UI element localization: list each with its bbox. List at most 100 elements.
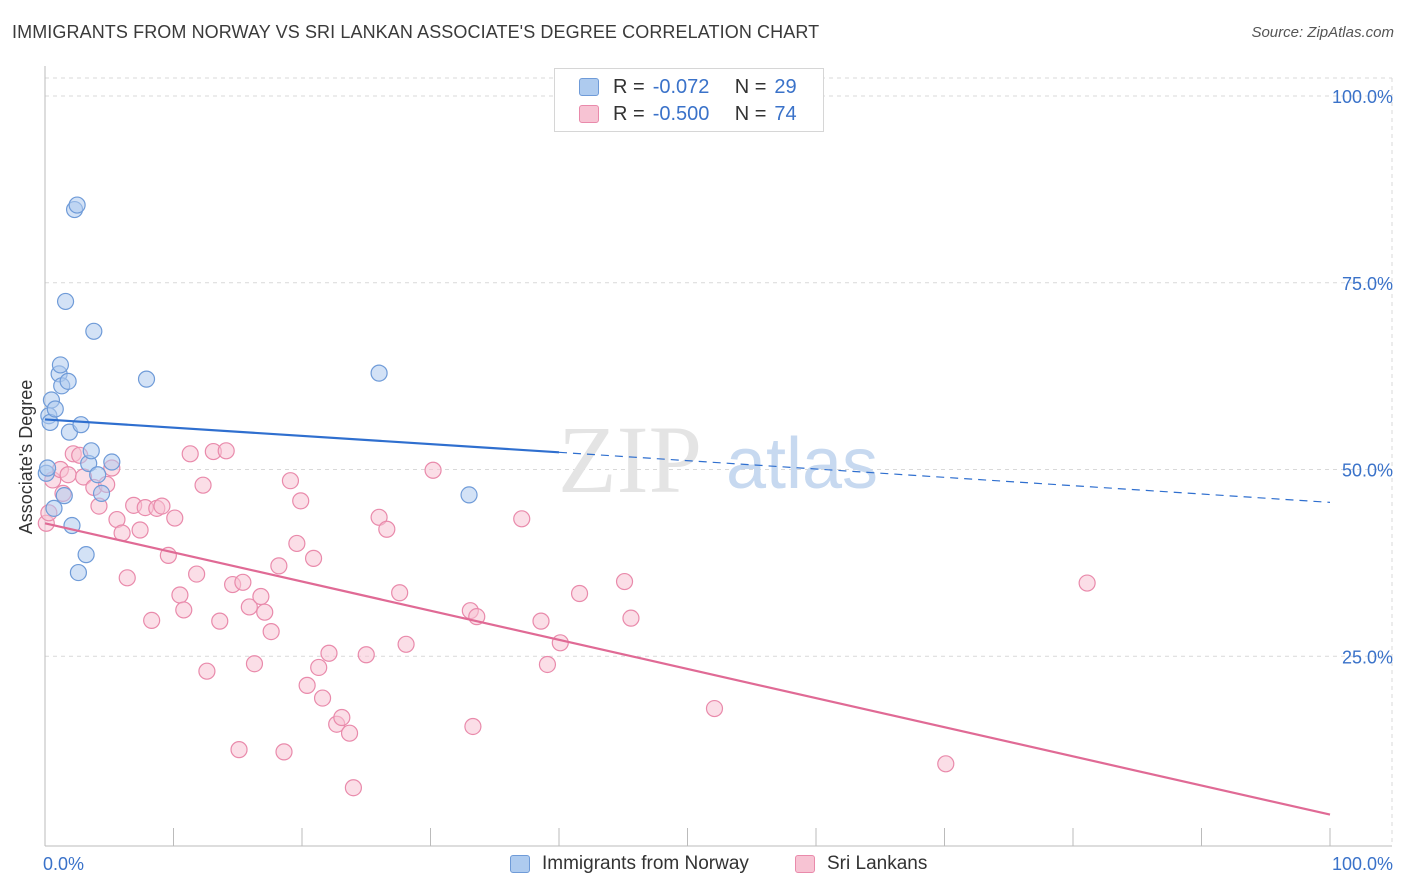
srilanka-point <box>304 549 323 567</box>
x-tick-label: 0.0% <box>43 854 84 874</box>
srilanka-point <box>252 587 270 606</box>
srilanka-point <box>464 717 482 736</box>
srilanka-point <box>513 510 531 528</box>
srilanka-point <box>270 557 288 575</box>
norway-points <box>37 196 478 582</box>
norway-point <box>59 372 77 390</box>
norway-swatch <box>510 855 530 873</box>
watermark: ZIP atlas <box>558 406 878 513</box>
chart-source: Source: ZipAtlas.com <box>1251 24 1394 41</box>
legend-n-value: 74 <box>774 102 797 125</box>
grid-lines <box>45 77 1393 846</box>
legend-label-srilanka: Sri Lankans <box>827 853 928 874</box>
legend-row-norway: R = -0.072 N = 29 <box>579 75 797 99</box>
y-tick-label: 100.0% <box>1332 87 1393 107</box>
legend-label-norway: Immigrants from Norway <box>542 853 749 874</box>
srilanka-point <box>705 699 724 718</box>
norway-point <box>77 546 95 564</box>
srilanka-point <box>288 534 306 553</box>
y-axis-label: Associate's Degree <box>16 380 36 535</box>
norway-trend-line <box>44 418 560 454</box>
norway-point <box>85 322 103 340</box>
norway-point <box>55 487 73 505</box>
srilanka-swatch <box>579 105 599 123</box>
srilanka-point <box>320 644 338 662</box>
srilanka-point <box>622 609 640 627</box>
srilanka-point <box>234 573 252 591</box>
srilanka-point <box>281 472 300 490</box>
srilanka-point <box>256 603 274 621</box>
watermark-zip: ZIP <box>558 406 702 513</box>
srilanka-point <box>59 466 77 484</box>
norway-point <box>72 416 90 434</box>
legend-n-label: N = <box>734 102 767 125</box>
correlation-legend: R = -0.072 N = 29 R = -0.500 N = 74 <box>554 68 824 132</box>
srilanka-point <box>230 741 248 759</box>
srilanka-point <box>551 634 569 652</box>
srilanka-point <box>937 755 955 773</box>
srilanka-point <box>344 779 362 797</box>
srilanka-point <box>211 612 229 630</box>
legend-item-norway: Immigrants from Norway <box>510 851 749 877</box>
srilanka-point <box>340 724 359 742</box>
srilanka-point <box>275 743 293 761</box>
norway-point <box>89 466 107 484</box>
norway-point <box>370 364 388 382</box>
srilanka-point <box>370 508 388 526</box>
srilanka-point <box>570 584 589 603</box>
srilanka-point <box>538 655 557 674</box>
srilanka-point <box>118 569 136 587</box>
chart-title: IMMIGRANTS FROM NORWAY VS SRI LANKAN ASS… <box>12 22 820 42</box>
norway-point <box>46 400 64 418</box>
norway-swatch <box>579 78 599 96</box>
srilanka-point <box>313 689 332 707</box>
norway-point <box>82 442 100 460</box>
legend-r-value: -0.072 <box>652 75 710 98</box>
y-tick-label: 25.0% <box>1342 647 1393 667</box>
srilanka-point <box>397 635 415 653</box>
norway-point <box>92 484 111 503</box>
srilanka-point <box>424 461 442 479</box>
norway-point <box>137 370 156 388</box>
srilanka-point <box>171 586 189 604</box>
srilanka-trend-line <box>44 522 1331 816</box>
srilanka-point <box>310 658 328 677</box>
srilanka-points <box>37 442 1096 797</box>
norway-point <box>103 453 121 471</box>
norway-point <box>38 459 57 477</box>
legend-r-value: -0.500 <box>652 102 710 125</box>
srilanka-point <box>181 445 199 463</box>
srilanka-point <box>532 612 550 630</box>
legend-item-srilanka: Sri Lankans <box>795 851 927 877</box>
srilanka-point <box>298 676 316 694</box>
legend-n-value: 29 <box>774 75 797 98</box>
srilanka-point <box>131 521 149 539</box>
srilanka-point <box>378 520 396 538</box>
srilanka-point <box>1078 574 1096 592</box>
srilanka-point <box>240 598 258 616</box>
norway-point <box>51 356 70 374</box>
watermark-atlas: atlas <box>726 424 878 504</box>
srilanka-point <box>292 492 310 510</box>
norway-point <box>69 563 88 582</box>
srilanka-point <box>391 584 409 602</box>
srilanka-point <box>333 708 351 727</box>
legend-r-label: R = <box>613 75 645 98</box>
srilanka-point <box>194 476 212 494</box>
srilanka-point <box>143 611 161 629</box>
srilanka-point <box>153 497 171 515</box>
srilanka-point <box>615 572 634 591</box>
srilanka-point <box>175 601 193 619</box>
y-tick-label: 50.0% <box>1342 461 1393 481</box>
srilanka-point <box>188 565 206 583</box>
norway-point <box>460 486 478 504</box>
trend-lines <box>44 418 1331 816</box>
legend-n-label: N = <box>734 75 767 98</box>
srilanka-point <box>357 646 375 664</box>
legend-r-label: R = <box>613 102 645 125</box>
norway-trend-extension <box>558 451 1331 503</box>
norway-point <box>45 499 63 517</box>
srilanka-point <box>245 655 264 673</box>
tick-labels: 25.0% 50.0% 75.0% 100.0% 0.0% 100.0% <box>43 87 1393 874</box>
